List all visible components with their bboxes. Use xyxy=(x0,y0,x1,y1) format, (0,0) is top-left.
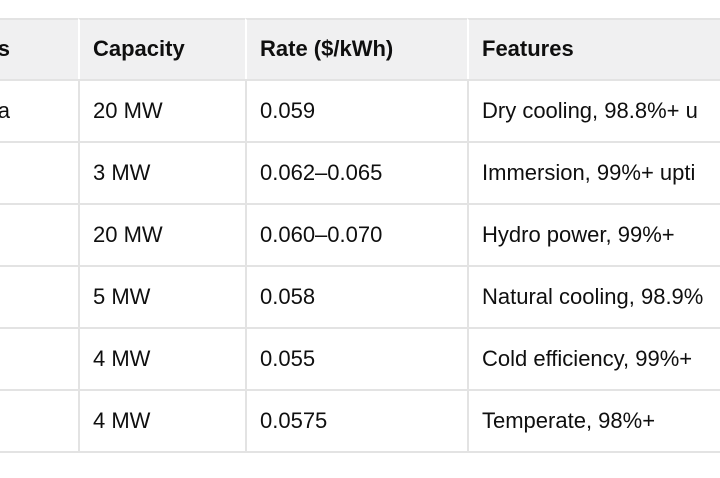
rate-text: 0.0575 xyxy=(260,407,328,433)
cell-features: Natural cooling, 98.9% xyxy=(467,265,720,327)
cell-rate: 0.0575 xyxy=(245,389,467,453)
table-row: 4 MW 0.055 Cold efficiency, 99%+ xyxy=(0,327,720,389)
table-header-row: s Capacity Rate ($/kWh) Features xyxy=(0,18,720,79)
header-features-label: Features xyxy=(482,36,574,62)
cell-features: Hydro power, 99%+ xyxy=(467,203,720,265)
features-text: Natural cooling, 98.9% xyxy=(482,283,704,309)
capacity-text: 4 MW xyxy=(93,345,151,371)
cell-capacity: 20 MW xyxy=(78,203,245,265)
features-text: Cold efficiency, 99%+ xyxy=(482,345,693,371)
features-text: Temperate, 98%+ xyxy=(482,407,656,433)
rate-text: 0.059 xyxy=(260,97,316,123)
table-row: a 20 MW 0.059 Dry cooling, 98.8%+ u xyxy=(0,79,720,141)
table-row: 5 MW 0.058 Natural cooling, 98.9% xyxy=(0,265,720,327)
site-text-fragment: a xyxy=(0,97,10,123)
cell-site: a xyxy=(0,79,78,141)
cell-rate: 0.058 xyxy=(245,265,467,327)
features-text: Dry cooling, 98.8%+ u xyxy=(482,97,698,123)
header-site-label-fragment: s xyxy=(0,36,10,62)
capacity-text: 5 MW xyxy=(93,283,151,309)
cell-rate: 0.062–0.065 xyxy=(245,141,467,203)
cell-capacity: 4 MW xyxy=(78,327,245,389)
cell-site xyxy=(0,265,78,327)
cell-features: Dry cooling, 98.8%+ u xyxy=(467,79,720,141)
capacity-text: 20 MW xyxy=(93,97,163,123)
header-capacity-label: Capacity xyxy=(93,36,185,62)
cell-site xyxy=(0,327,78,389)
cell-capacity: 4 MW xyxy=(78,389,245,453)
cell-rate: 0.060–0.070 xyxy=(245,203,467,265)
rate-text: 0.060–0.070 xyxy=(260,221,383,247)
cell-rate: 0.055 xyxy=(245,327,467,389)
table-row: 3 MW 0.062–0.065 Immersion, 99%+ upti xyxy=(0,141,720,203)
capacity-text: 4 MW xyxy=(93,407,151,433)
table-row: 4 MW 0.0575 Temperate, 98%+ xyxy=(0,389,720,453)
pricing-table: s Capacity Rate ($/kWh) Features a 20 MW… xyxy=(0,18,720,453)
rate-text: 0.055 xyxy=(260,345,316,371)
capacity-text: 20 MW xyxy=(93,221,163,247)
header-cell-capacity: Capacity xyxy=(78,18,245,79)
cell-features: Immersion, 99%+ upti xyxy=(467,141,720,203)
cell-capacity: 5 MW xyxy=(78,265,245,327)
rate-text: 0.058 xyxy=(260,283,316,309)
cell-capacity: 3 MW xyxy=(78,141,245,203)
table-row: 20 MW 0.060–0.070 Hydro power, 99%+ xyxy=(0,203,720,265)
cell-capacity: 20 MW xyxy=(78,79,245,141)
rate-text: 0.062–0.065 xyxy=(260,159,383,185)
features-text: Hydro power, 99%+ xyxy=(482,221,675,247)
header-cell-site: s xyxy=(0,18,78,79)
cell-site xyxy=(0,141,78,203)
header-cell-features: Features xyxy=(467,18,720,79)
cell-features: Cold efficiency, 99%+ xyxy=(467,327,720,389)
cell-site xyxy=(0,389,78,453)
header-cell-rate: Rate ($/kWh) xyxy=(245,18,467,79)
header-rate-label: Rate ($/kWh) xyxy=(260,36,394,62)
capacity-text: 3 MW xyxy=(93,159,151,185)
features-text: Immersion, 99%+ upti xyxy=(482,159,696,185)
cell-features: Temperate, 98%+ xyxy=(467,389,720,453)
cell-rate: 0.059 xyxy=(245,79,467,141)
cell-site xyxy=(0,203,78,265)
